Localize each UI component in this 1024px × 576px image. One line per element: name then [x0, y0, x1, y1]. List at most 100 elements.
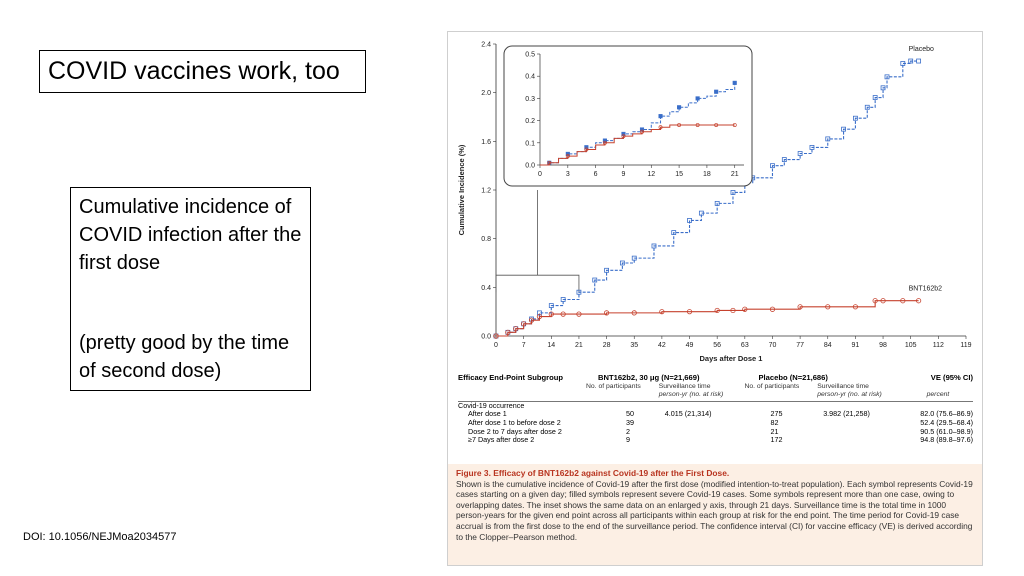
data-point	[809, 145, 815, 150]
table-cell: Dose 2 to 7 days after dose 2	[468, 426, 562, 436]
table-row: After dose 1 50 4.015 (21,314) 275 3.982…	[458, 410, 973, 419]
data-point	[900, 298, 906, 304]
table-subheader-row: person-yr (no. at risk) person-yr (no. a…	[458, 391, 973, 402]
data-point	[687, 218, 692, 223]
x-tick-label: 84	[824, 342, 832, 349]
caption-title: Figure 3. Efficacy of BNT162b2 against C…	[456, 468, 730, 478]
text-line-2: (pretty good by the time of second dose)	[79, 332, 290, 382]
inset-data-point	[658, 114, 663, 119]
table-subheader: Surveillance time	[817, 382, 869, 390]
x-tick-label: 49	[686, 342, 694, 349]
data-point	[853, 115, 858, 121]
table-subheader: percent	[902, 391, 973, 402]
data-point	[900, 61, 906, 66]
inset-x-tick-label: 12	[647, 171, 655, 178]
inset-data-point	[695, 96, 700, 101]
inset-data-point	[658, 125, 663, 130]
table-group-row: Covid-19 occurrence	[458, 401, 973, 410]
table-subheader: No. of participants	[586, 382, 641, 390]
inset-data-point	[621, 134, 626, 139]
table-cell: 172	[770, 435, 783, 445]
table-subheader: No. of participants	[744, 382, 800, 390]
x-tick-label: 63	[741, 342, 749, 349]
data-point	[742, 306, 748, 312]
x-tick-label: 42	[658, 342, 666, 349]
table-cell: After dose 1 to before dose 2	[468, 417, 561, 427]
inset-x-tick-label: 0	[538, 171, 542, 178]
x-tick-label: 77	[796, 342, 804, 349]
slide-title: COVID vaccines work, too	[39, 50, 366, 93]
inset-x-tick-label: 18	[703, 171, 711, 178]
inset-data-point	[547, 160, 552, 165]
table-cell: ≥7 Days after dose 2	[468, 435, 535, 445]
inset-y-tick-label: 0.2	[525, 118, 535, 125]
data-point	[916, 58, 922, 64]
table-cell: 90.5 (61.0–98.9)	[920, 426, 973, 436]
x-tick-label: 98	[879, 342, 887, 349]
y-tick-label: 2.4	[481, 42, 491, 49]
y-tick-label: 1.6	[481, 139, 491, 146]
x-tick-label: 21	[575, 342, 583, 349]
table-header: Efficacy End-Point Subgroup	[458, 373, 564, 382]
table-header-row: Efficacy End-Point Subgroup BNT162b2, 30…	[458, 373, 973, 383]
table-subheader-row: No. of participants Surveillance time No…	[458, 383, 973, 392]
table-cell: 82.0 (75.6–86.9)	[920, 409, 973, 419]
data-point	[604, 267, 609, 273]
x-tick-label: 119	[960, 342, 971, 349]
inset-y-tick-label: 0.1	[525, 140, 535, 147]
inset-x-tick-label: 21	[731, 171, 739, 178]
data-point	[730, 190, 736, 195]
data-point	[872, 298, 878, 304]
data-point	[797, 151, 803, 156]
data-point	[781, 157, 787, 162]
table-cell: 21	[770, 426, 779, 436]
series-label: Placebo	[909, 46, 934, 53]
table-row: After dose 1 to before dose 2 39 82 52.4…	[458, 417, 973, 428]
data-point	[916, 298, 922, 304]
table-row: ≥7 Days after dose 2 9 172 94.8 (89.8–97…	[458, 436, 973, 445]
data-point	[560, 311, 566, 317]
x-tick-label: 28	[603, 342, 611, 349]
data-point	[631, 255, 637, 261]
data-point	[537, 310, 542, 316]
cumulative-incidence-chart: 0 7 14 21 28 35 42 49 56 63 70 77 84 91 98 105 112 1190.0…	[457, 42, 972, 364]
inset-y-tick-label: 0.0	[525, 163, 535, 170]
data-point	[884, 74, 890, 80]
text-box: Cumulative incidence of COVID infection …	[70, 187, 311, 391]
table-cell	[817, 419, 903, 428]
table-cell	[659, 436, 745, 445]
inset-data-point	[732, 123, 737, 127]
inset-y-tick-label: 0.5	[525, 52, 535, 59]
table-group-label: Covid-19 occurrence	[458, 400, 525, 410]
data-point	[513, 326, 519, 332]
x-tick-label: 35	[630, 342, 638, 349]
inset-data-point	[565, 154, 570, 159]
data-point	[536, 313, 543, 320]
x-tick-label: 0	[494, 342, 498, 349]
table-cell	[659, 428, 745, 437]
figure-caption: Figure 3. Efficacy of BNT162b2 against C…	[448, 464, 982, 565]
y-axis-label: Cumulative Incidence (%)	[457, 144, 466, 235]
data-point	[825, 304, 831, 310]
inset-data-point	[602, 140, 607, 145]
x-tick-label: 70	[769, 342, 777, 349]
table-row: Dose 2 to 7 days after dose 2 2 21 90.5 …	[458, 426, 973, 437]
inset-data-point	[714, 89, 719, 94]
table-cell: 94.8 (89.8–97.6)	[920, 435, 973, 445]
table-cell: 39	[626, 417, 634, 427]
table-cell: 2	[626, 426, 630, 436]
data-point	[770, 163, 775, 169]
table-subheader: person-yr (no. at risk)	[817, 391, 903, 402]
data-point	[730, 307, 736, 314]
data-point	[714, 307, 720, 314]
table-cell: 52.4 (29.5–68.4)	[920, 417, 973, 427]
text-line-1: Cumulative incidence of COVID infection …	[79, 196, 302, 274]
table-header: VE (95% CI)	[930, 373, 973, 382]
table-cell: 3.982 (21,258)	[823, 409, 870, 419]
inset-x-tick-label: 9	[622, 171, 626, 178]
data-point	[659, 309, 665, 315]
inset-x-tick-label: 6	[594, 171, 598, 178]
data-point	[651, 243, 657, 249]
y-tick-label: 0.4	[481, 285, 491, 292]
data-point	[528, 317, 535, 323]
